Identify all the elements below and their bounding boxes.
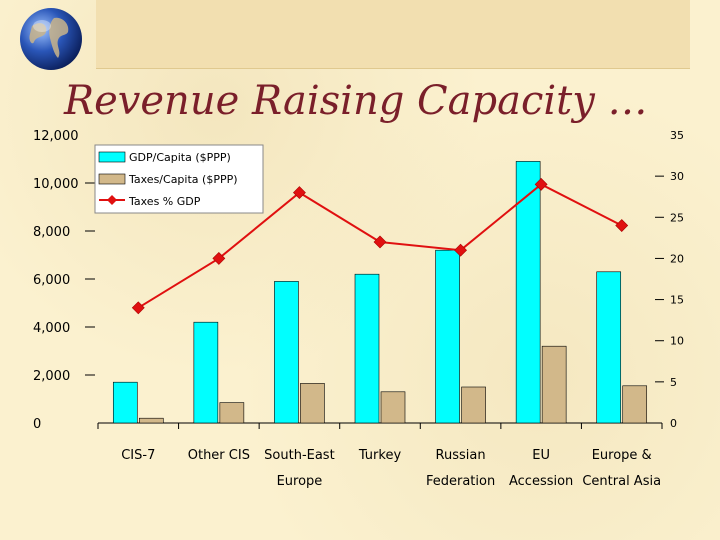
y-right-tick-label: 25 — [670, 211, 684, 224]
x-category-label: Turkey — [358, 448, 402, 463]
taxes-pct-marker — [373, 235, 387, 249]
y-left-tick-label: 8,000 — [33, 225, 70, 240]
taxes-pct-marker — [534, 177, 548, 191]
y-right-tick-label: 20 — [670, 252, 684, 265]
x-category-label: Europe & — [592, 448, 652, 463]
y-right-tick-label: 10 — [670, 335, 684, 348]
x-category-label: Other CIS — [188, 448, 250, 463]
x-category-label: Federation — [426, 474, 495, 489]
taxes-bar — [461, 386, 486, 424]
gdp-bar — [435, 249, 460, 424]
legend-swatch-gdp — [98, 151, 126, 163]
taxes-bar — [622, 385, 648, 424]
y-left-tick-label: 0 — [33, 417, 41, 432]
taxes-bar — [219, 402, 245, 424]
legend-swatch-marker — [107, 195, 117, 205]
x-category-label: Europe — [277, 474, 323, 489]
taxes-bar — [300, 383, 325, 424]
y-right-tick-label: 0 — [670, 417, 677, 430]
x-category-label: EU — [532, 448, 550, 463]
chart-legend: GDP/Capita ($PPP) Taxes/Capita ($PPP) Taxe… — [94, 144, 264, 214]
y-right-tick-label: 15 — [670, 294, 684, 307]
x-category-label: CIS-7 — [121, 448, 155, 463]
y-left-tick-label: 4,000 — [33, 321, 70, 336]
y-left-tick-label: 6,000 — [33, 273, 70, 288]
taxes-pct-marker — [131, 301, 145, 315]
taxes-bar — [138, 417, 164, 424]
legend-label-pct: Taxes % GDP — [128, 195, 201, 208]
taxes-pct-marker — [454, 243, 467, 257]
x-category-label: Central Asia — [582, 474, 661, 489]
taxes-bar — [380, 391, 406, 424]
gdp-bar — [515, 161, 541, 424]
x-category-label: Accession — [509, 474, 573, 489]
x-category-label: Russian — [436, 448, 486, 463]
y-right-tick-label: 30 — [670, 170, 684, 183]
x-category-label: South-East — [264, 448, 335, 463]
y-right-tick-label: 5 — [670, 376, 677, 389]
legend-swatch-taxes — [98, 173, 126, 185]
globe-icon — [20, 8, 82, 70]
taxes-bar — [541, 345, 567, 424]
world-map-banner — [96, 0, 690, 69]
gdp-bar — [193, 321, 219, 424]
legend-label-taxes: Taxes/Capita ($PPP) — [128, 173, 238, 186]
gdp-bar — [274, 281, 299, 424]
taxes-pct-marker — [615, 219, 629, 232]
gdp-bar — [354, 273, 380, 424]
slide-title: Revenue Raising Capacity … — [64, 78, 648, 124]
y-left-tick-label: 2,000 — [33, 369, 70, 384]
y-left-tick-label: 12,000 — [33, 129, 79, 144]
taxes-pct-marker — [293, 186, 306, 200]
gdp-bar — [112, 381, 138, 424]
y-right-tick-label: 35 — [670, 129, 684, 142]
gdp-bar — [596, 271, 622, 424]
legend-label-gdp: GDP/Capita ($PPP) — [129, 151, 231, 164]
y-left-tick-label: 10,000 — [33, 177, 79, 192]
taxes-pct-marker — [212, 252, 226, 265]
